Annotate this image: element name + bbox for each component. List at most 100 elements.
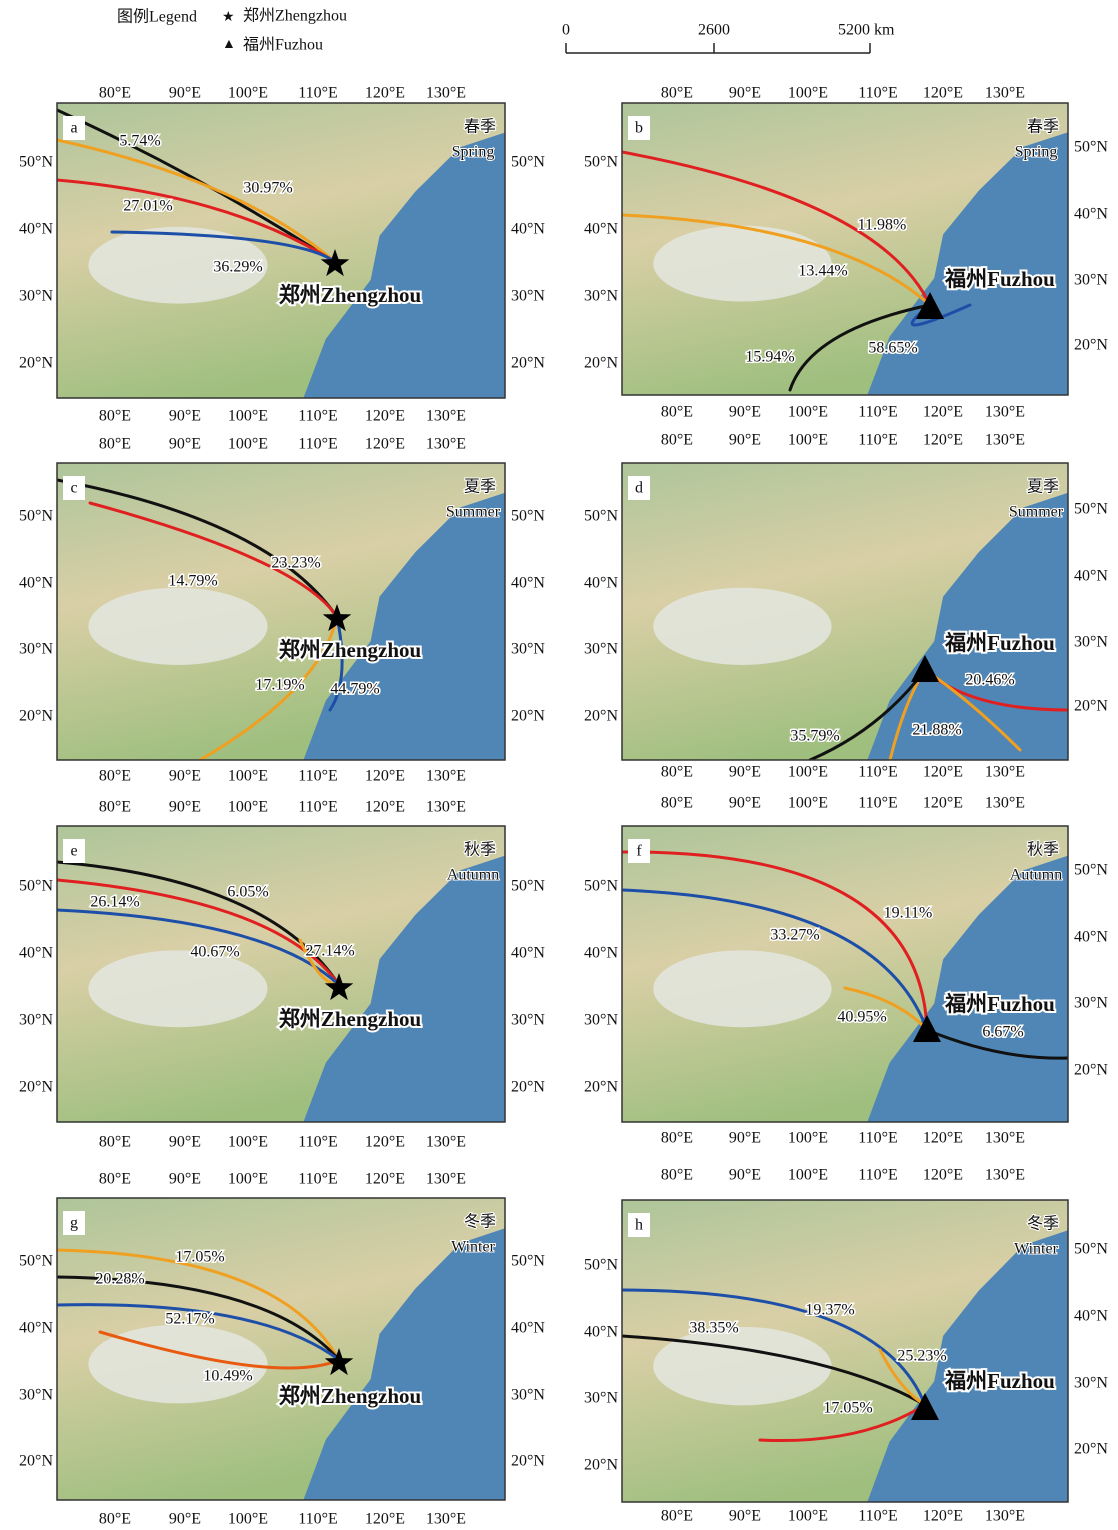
lat-label: 20°N <box>511 1453 545 1470</box>
trajectory-percent: 25.23% <box>897 1348 946 1365</box>
lon-label: 90°E <box>169 1511 201 1528</box>
lon-label: 90°E <box>729 1130 761 1147</box>
season-en: Autumn <box>447 867 499 884</box>
lon-label: 80°E <box>99 799 131 816</box>
trajectory-percent: 19.11% <box>884 905 933 922</box>
trajectory-percent: 44.79% <box>330 681 379 698</box>
lat-label: 20°N <box>584 355 618 372</box>
lon-label: 100°E <box>228 799 268 816</box>
lon-label: 120°E <box>923 1167 963 1184</box>
lon-label: 130°E <box>426 1171 466 1188</box>
lat-label: 50°N <box>19 154 53 171</box>
lat-label: 40°N <box>511 575 545 592</box>
plateau <box>653 588 831 665</box>
lon-label: 120°E <box>365 408 405 425</box>
lon-label: 100°E <box>228 1171 268 1188</box>
lon-label: 130°E <box>426 436 466 453</box>
lon-label: 120°E <box>923 85 963 102</box>
lon-label: 110°E <box>298 1511 338 1528</box>
lon-label: 130°E <box>426 799 466 816</box>
lat-label: 50°N <box>511 154 545 171</box>
lon-label: 90°E <box>169 85 201 102</box>
trajectory-percent: 6.67% <box>982 1024 1023 1041</box>
lat-label: 20°N <box>511 1079 545 1096</box>
lat-label: 50°N <box>584 1257 618 1274</box>
lon-label: 130°E <box>426 1511 466 1528</box>
lat-label: 50°N <box>1074 501 1108 518</box>
city-label: 福州Fuzhou <box>944 1369 1055 1393</box>
lat-label: 30°N <box>584 641 618 658</box>
lon-label: 90°E <box>169 436 201 453</box>
map-panel <box>57 826 505 1122</box>
lat-label: 30°N <box>584 1012 618 1029</box>
lat-label: 50°N <box>511 878 545 895</box>
trajectory-percent: 15.94% <box>745 349 794 366</box>
trajectory-percent: 20.28% <box>95 1271 144 1288</box>
trajectory-percent: 33.27% <box>770 927 819 944</box>
plateau <box>653 950 831 1027</box>
trajectory-percent: 36.29% <box>213 259 262 276</box>
lon-label: 90°E <box>729 85 761 102</box>
lat-label: 30°N <box>1074 634 1108 651</box>
lat-label: 40°N <box>1074 206 1108 223</box>
lon-label: 110°E <box>298 768 338 785</box>
lat-label: 30°N <box>511 288 545 305</box>
plateau <box>88 588 267 665</box>
trajectory-percent: 27.14% <box>305 943 354 960</box>
lon-label: 100°E <box>788 1508 828 1525</box>
legend-title: 图例Legend <box>117 8 197 26</box>
lon-label: 120°E <box>923 404 963 421</box>
lon-label: 80°E <box>99 1511 131 1528</box>
plateau <box>88 950 267 1027</box>
city-label: 郑州Zhengzhou <box>279 1384 422 1408</box>
lat-label: 30°N <box>511 1387 545 1404</box>
lon-label: 100°E <box>228 1511 268 1528</box>
lat-label: 20°N <box>1074 1062 1108 1079</box>
panel-letter: h <box>635 1217 643 1234</box>
panel-letter: g <box>70 1215 78 1232</box>
trajectory-percent: 21.88% <box>912 722 961 739</box>
lon-label: 110°E <box>298 85 338 102</box>
lon-label: 90°E <box>729 795 761 812</box>
lat-label: 40°N <box>19 1320 53 1337</box>
lon-label: 80°E <box>99 1171 131 1188</box>
lon-label: 130°E <box>985 1130 1025 1147</box>
trajectory-percent: 20.46% <box>965 672 1014 689</box>
legend-label: 福州Fuzhou <box>243 36 323 54</box>
lat-label: 30°N <box>1074 995 1108 1012</box>
lat-label: 30°N <box>1074 1375 1108 1392</box>
lon-label: 90°E <box>729 404 761 421</box>
lon-label: 100°E <box>788 1130 828 1147</box>
season-cn: 秋季 <box>464 841 496 859</box>
lon-label: 110°E <box>858 1167 898 1184</box>
lon-label: 130°E <box>985 1167 1025 1184</box>
map-panel <box>622 103 1068 395</box>
city-label: 福州Fuzhou <box>944 631 1055 655</box>
lon-label: 80°E <box>661 795 693 812</box>
lat-label: 50°N <box>1074 139 1108 156</box>
lon-label: 130°E <box>985 432 1025 449</box>
map-panel <box>622 463 1068 760</box>
lat-label: 30°N <box>19 1387 53 1404</box>
lon-label: 100°E <box>228 408 268 425</box>
lon-label: 100°E <box>228 85 268 102</box>
lat-label: 50°N <box>511 508 545 525</box>
lon-label: 130°E <box>426 85 466 102</box>
lon-label: 120°E <box>923 1130 963 1147</box>
lon-label: 130°E <box>985 1508 1025 1525</box>
season-cn: 夏季 <box>464 478 496 496</box>
lon-label: 80°E <box>661 764 693 781</box>
trajectory-percent: 6.05% <box>227 884 268 901</box>
lon-label: 90°E <box>729 764 761 781</box>
lon-label: 90°E <box>169 799 201 816</box>
lat-label: 40°N <box>511 945 545 962</box>
lon-label: 120°E <box>365 1511 405 1528</box>
lat-label: 40°N <box>584 1324 618 1341</box>
season-en: Autumn <box>1010 867 1062 884</box>
trajectory-percent: 23.23% <box>271 555 320 572</box>
lat-label: 40°N <box>19 945 53 962</box>
lat-label: 30°N <box>584 1390 618 1407</box>
lon-label: 80°E <box>661 404 693 421</box>
season-cn: 冬季 <box>1027 1215 1059 1233</box>
lat-label: 40°N <box>1074 1308 1108 1325</box>
